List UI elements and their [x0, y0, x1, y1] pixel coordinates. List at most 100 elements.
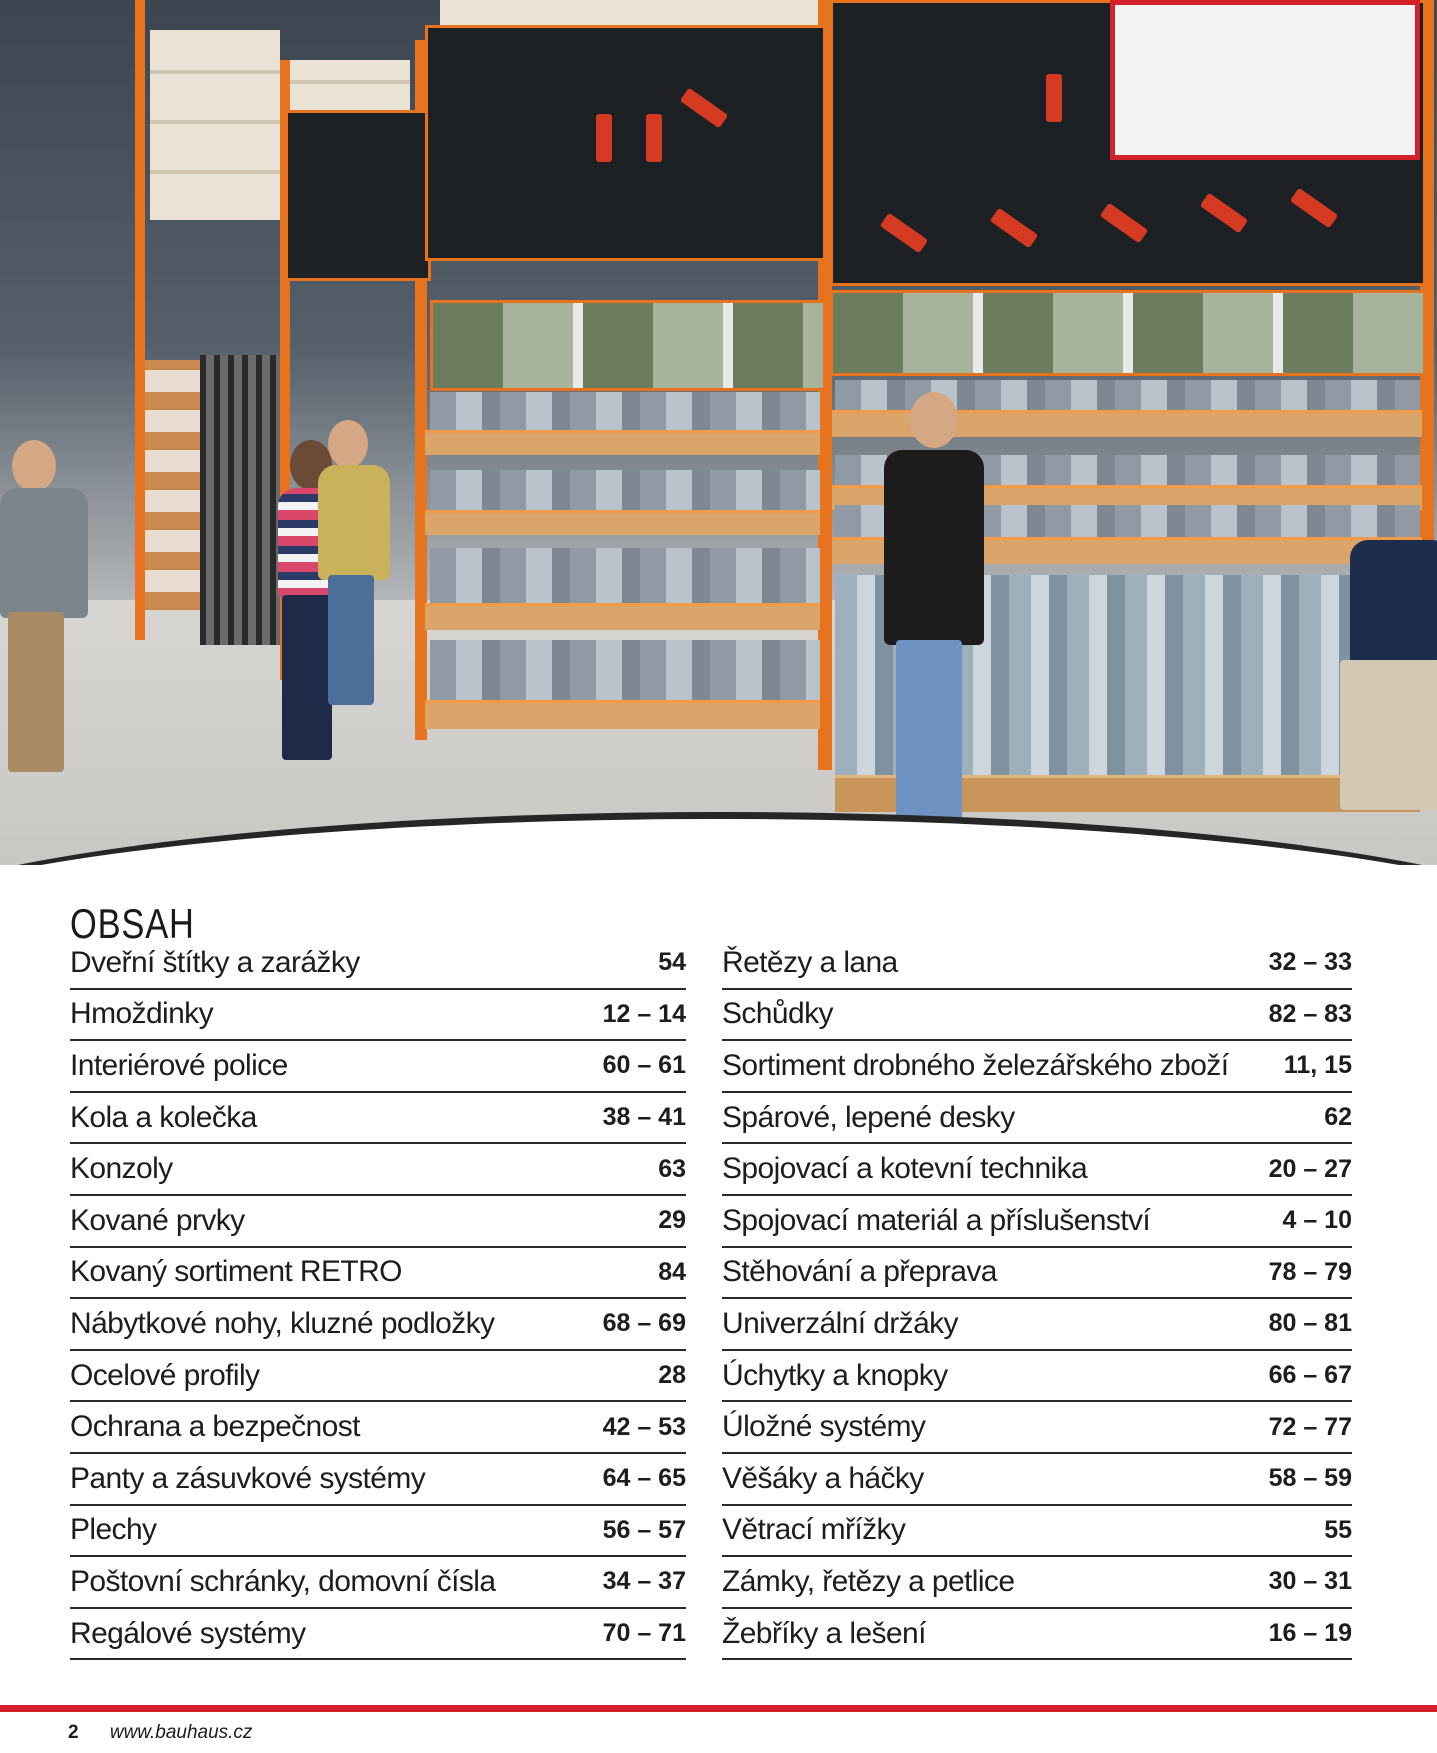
- toc-entry[interactable]: Univerzální držáky 80 – 81: [722, 1299, 1352, 1351]
- toc-entry-pages: 11, 15: [1283, 1051, 1352, 1080]
- toc-entry[interactable]: Stěhování a přeprava 78 – 79: [722, 1248, 1352, 1300]
- toc-entry[interactable]: Kovaný sortiment RETRO 84: [70, 1248, 686, 1300]
- contents-title: OBSAH: [70, 900, 195, 948]
- shelf: [425, 510, 820, 535]
- toc-entry[interactable]: Plechy 56 – 57: [70, 1506, 686, 1558]
- toc-entry-pages: 42 – 53: [602, 1412, 686, 1441]
- page-footer: 2 www.bauhaus.cz: [68, 1722, 252, 1744]
- toc-entry-label: Kovaný sortiment RETRO: [70, 1255, 403, 1289]
- toc-entry-label: Interiérové police: [70, 1048, 288, 1082]
- toc-entry[interactable]: Hmoždinky 12 – 14: [70, 990, 686, 1042]
- red-product: [596, 114, 612, 162]
- shelf: [425, 603, 820, 630]
- toc-column-left: Dveřní štítky a zarážky 54 Hmoždinky 12 – 1…: [70, 938, 686, 1661]
- shelf-bins: [430, 548, 820, 603]
- toc-entry-label: Řetězy a lana: [722, 945, 898, 979]
- toc-entry-label: Ochrana a bezpečnost: [70, 1410, 360, 1444]
- red-product: [1046, 74, 1062, 122]
- shelf-bins: [430, 640, 820, 700]
- toc-entry-pages: 4 – 10: [1282, 1206, 1352, 1235]
- toc-entry-pages: 58 – 59: [1268, 1464, 1352, 1493]
- toc-entry-pages: 30 – 31: [1268, 1567, 1352, 1596]
- toc-entry-pages: 32 – 33: [1268, 948, 1352, 977]
- website-link[interactable]: www.bauhaus.cz: [109, 1722, 253, 1743]
- toc-entry-label: Úchytky a knopky: [722, 1358, 948, 1392]
- toc-entry-pages: 16 – 19: [1268, 1619, 1352, 1648]
- toc-entry-pages: 20 – 27: [1268, 1154, 1352, 1183]
- toc-entry-label: Poštovní schránky, domovní čísla: [70, 1564, 496, 1598]
- toc-entry-pages: 63: [658, 1154, 686, 1183]
- toc-entry[interactable]: Kola a kolečka 38 – 41: [70, 1093, 686, 1145]
- hanging-tools: [200, 355, 280, 645]
- toc-entry[interactable]: Nábytkové nohy, kluzné podložky 68 – 69: [70, 1299, 686, 1351]
- toc-entry-label: Ocelové profily: [70, 1358, 260, 1392]
- toc-entry-label: Plechy: [70, 1513, 157, 1547]
- toc-entry-label: Úložné systémy: [722, 1410, 926, 1444]
- shelf: [425, 430, 820, 455]
- toc-entry[interactable]: Spárové, lepené desky 62: [722, 1093, 1352, 1145]
- toc-entry[interactable]: Poštovní schránky, domovní čísla 34 – 37: [70, 1557, 686, 1609]
- toc-entry-label: Zámky, řetězy a petlice: [722, 1564, 1015, 1598]
- shelf: [425, 700, 820, 729]
- page-number: 2: [68, 1722, 79, 1743]
- toc-entry[interactable]: Konzoly 63: [70, 1144, 686, 1196]
- toc-entry-pages: 64 – 65: [602, 1464, 686, 1493]
- toc-entry[interactable]: Úchytky a knopky 66 – 67: [722, 1351, 1352, 1403]
- toc-entry-label: Dveřní štítky a zarážky: [70, 945, 360, 979]
- shelf-bins: [430, 470, 820, 510]
- toc-entry-pages: 84: [658, 1257, 686, 1286]
- toc-entry-pages: 38 – 41: [602, 1103, 686, 1132]
- toc-entry[interactable]: Řetězy a lana 32 – 33: [722, 938, 1352, 990]
- toc-entry-label: Schůdky: [722, 997, 833, 1031]
- toc-entry[interactable]: Schůdky 82 – 83: [722, 990, 1352, 1042]
- toc-entry[interactable]: Kované prvky 29: [70, 1196, 686, 1248]
- toc-entry[interactable]: Spojovací materiál a příslušenství 4 – 10: [722, 1196, 1352, 1248]
- toc-entry[interactable]: Úložné systémy 72 – 77: [722, 1402, 1352, 1454]
- toc-entry[interactable]: Dveřní štítky a zarážky 54: [70, 938, 686, 990]
- toc-entry[interactable]: Sortiment drobného železářského zboží 11,…: [722, 1041, 1352, 1093]
- toc-entry-label: Spojovací materiál a příslušenství: [722, 1203, 1151, 1237]
- toc-entry[interactable]: Regálové systémy 70 – 71: [70, 1609, 686, 1661]
- toc-entry-label: Kované prvky: [70, 1203, 245, 1237]
- toc-entry-pages: 68 – 69: [602, 1309, 686, 1338]
- toc-entry-label: Panty a zásuvkové systémy: [70, 1461, 426, 1495]
- toc-entry[interactable]: Žebříky a lešení 16 – 19: [722, 1609, 1352, 1661]
- toc-entry[interactable]: Zámky, řetězy a petlice 30 – 31: [722, 1557, 1352, 1609]
- toc-entry-pages: 55: [1324, 1515, 1352, 1544]
- rack-post: [280, 60, 290, 680]
- toc-entry-label: Věšáky a háčky: [722, 1461, 924, 1495]
- toc-entry-pages: 60 – 61: [602, 1051, 686, 1080]
- rack-post: [135, 0, 145, 640]
- product-chart-board: [1110, 0, 1420, 160]
- toc-entry[interactable]: Větrací mřížky 55: [722, 1506, 1352, 1558]
- toc-entry[interactable]: Panty a zásuvkové systémy 64 – 65: [70, 1454, 686, 1506]
- toc-entry-label: Konzoly: [70, 1152, 173, 1186]
- toc-entry-label: Nábytkové nohy, kluzné podložky: [70, 1306, 495, 1340]
- toc-entry[interactable]: Ocelové profily 28: [70, 1351, 686, 1403]
- hero-photo: [0, 0, 1437, 865]
- toc-entry-pages: 12 – 14: [602, 999, 686, 1028]
- toc-entry[interactable]: Spojovací a kotevní technika 20 – 27: [722, 1144, 1352, 1196]
- toc-entry-pages: 56 – 57: [602, 1515, 686, 1544]
- toc-entry-pages: 29: [658, 1206, 686, 1235]
- toc-entry-pages: 78 – 79: [1268, 1257, 1352, 1286]
- toc-entry-pages: 54: [658, 948, 686, 977]
- toc-entry[interactable]: Věšáky a háčky 58 – 59: [722, 1454, 1352, 1506]
- toc-entry-label: Univerzální držáky: [722, 1306, 959, 1340]
- toc-entry[interactable]: Interiérové police 60 – 61: [70, 1041, 686, 1093]
- toc-entry-label: Stěhování a přeprava: [722, 1255, 997, 1289]
- toc-entry-pages: 72 – 77: [1268, 1412, 1352, 1441]
- toc-entry-label: Sortiment drobného železářského zboží: [722, 1048, 1229, 1082]
- toc-entry-pages: 82 – 83: [1268, 999, 1352, 1028]
- toc-entry-label: Žebříky a lešení: [722, 1616, 926, 1650]
- toc-entry-label: Kola a kolečka: [70, 1100, 257, 1134]
- toc-entry-label: Regálové systémy: [70, 1616, 306, 1650]
- shelf-bins: [430, 392, 820, 430]
- toc-entry-pages: 28: [658, 1361, 686, 1390]
- toc-entry[interactable]: Ochrana a bezpečnost 42 – 53: [70, 1402, 686, 1454]
- toc-entry-label: Spárové, lepené desky: [722, 1100, 1015, 1134]
- toc-entry-pages: 70 – 71: [602, 1619, 686, 1648]
- toc-entry-pages: 80 – 81: [1268, 1309, 1352, 1338]
- footer-red-rule: [0, 1705, 1437, 1712]
- product-photo-strip: [430, 300, 826, 391]
